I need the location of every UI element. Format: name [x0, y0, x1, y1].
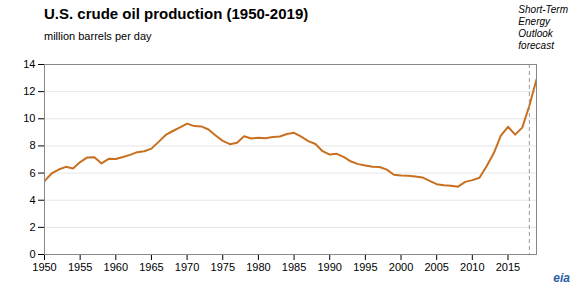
svg-text:8: 8: [29, 139, 35, 151]
svg-text:1975: 1975: [211, 261, 235, 273]
svg-text:4: 4: [29, 194, 35, 206]
svg-text:2015: 2015: [496, 261, 520, 273]
html-text:million barrels per day: million barrels per day: [44, 30, 152, 42]
svg-text:1990: 1990: [317, 261, 341, 273]
svg-text:2000: 2000: [389, 261, 413, 273]
svg-text:1950: 1950: [32, 261, 56, 273]
svg-text:2010: 2010: [460, 261, 484, 273]
svg-text:1970: 1970: [175, 261, 199, 273]
svg-text:1980: 1980: [246, 261, 270, 273]
html-text:Short-Term Energy Outlook fore: Short-Term Energy Outlook forecast: [518, 4, 568, 51]
svg-text:1955: 1955: [68, 261, 92, 273]
svg-text:1960: 1960: [104, 261, 128, 273]
svg-text:2: 2: [29, 221, 35, 233]
svg-text:14: 14: [23, 58, 35, 70]
svg-text:12: 12: [23, 85, 35, 97]
svg-text:2005: 2005: [424, 261, 448, 273]
svg-text:1965: 1965: [139, 261, 163, 273]
svg-text:10: 10: [23, 112, 35, 124]
svg-text:0: 0: [29, 248, 35, 260]
html-text:U.S. crude oil production (195: U.S. crude oil production (1950-2019): [44, 5, 309, 22]
svg-text:1985: 1985: [282, 261, 306, 273]
html-text:eia: eia: [553, 271, 570, 285]
svg-text:6: 6: [29, 167, 35, 179]
svg-text:1995: 1995: [353, 261, 377, 273]
